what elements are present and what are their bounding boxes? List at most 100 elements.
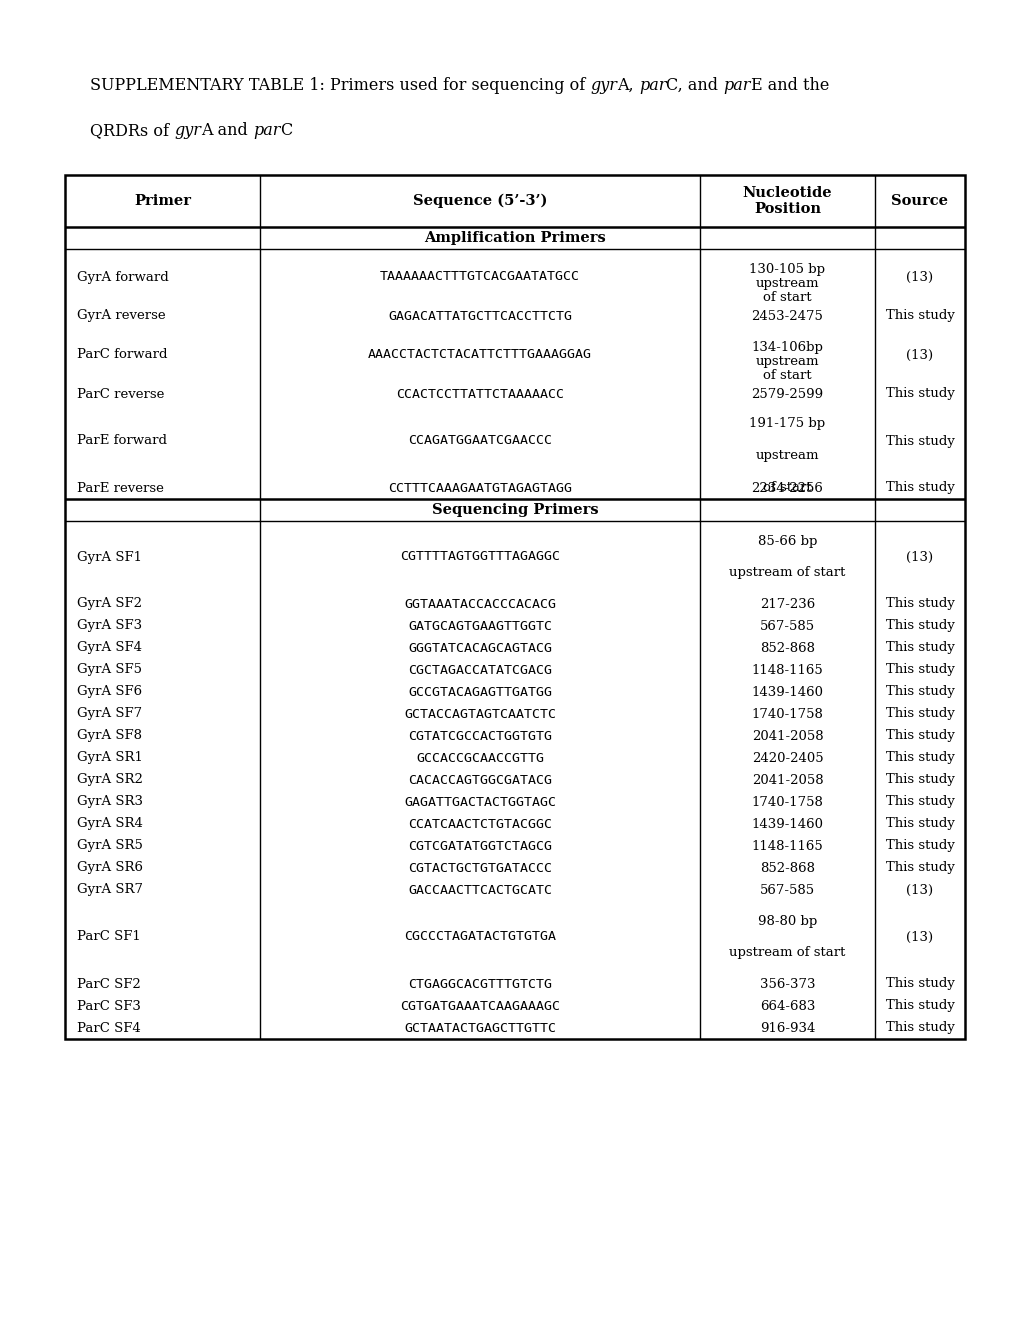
Text: par: par — [638, 77, 665, 94]
Text: GyrA SR3: GyrA SR3 — [76, 796, 143, 808]
Text: gyr: gyr — [174, 121, 201, 139]
Text: AAACCTACTCTACATTCTTTGAAAGGAG: AAACCTACTCTACATTCTTTGAAAGGAG — [368, 348, 591, 362]
Text: This study: This study — [884, 999, 954, 1012]
Text: (13): (13) — [906, 271, 932, 284]
Text: of start: of start — [762, 290, 811, 304]
Text: SUPPLEMENTARY TABLE 1: Primers used for sequencing of: SUPPLEMENTARY TABLE 1: Primers used for … — [90, 77, 590, 94]
Text: This study: This study — [884, 774, 954, 787]
Text: par: par — [722, 77, 750, 94]
Text: (13): (13) — [906, 883, 932, 896]
Text: GyrA SR1: GyrA SR1 — [76, 751, 143, 764]
Text: Source: Source — [891, 194, 948, 209]
Text: CCTTTCAAAGAATGTAGAGTAGG: CCTTTCAAAGAATGTAGAGTAGG — [387, 482, 572, 495]
Text: gyr: gyr — [590, 77, 616, 94]
Text: 217-236: 217-236 — [759, 598, 814, 610]
Text: This study: This study — [884, 309, 954, 322]
Text: GGTAAATACCACCCACACG: GGTAAATACCACCCACACG — [404, 598, 555, 610]
Text: 1439-1460: 1439-1460 — [751, 817, 822, 830]
Text: This study: This study — [884, 862, 954, 874]
Text: GAGACATTATGCTTCACCTTCTG: GAGACATTATGCTTCACCTTCTG — [387, 309, 572, 322]
Text: 567-585: 567-585 — [759, 883, 814, 896]
Text: GyrA SF5: GyrA SF5 — [76, 664, 142, 676]
Text: 664-683: 664-683 — [759, 999, 814, 1012]
Text: Position: Position — [753, 202, 820, 216]
Text: GyrA SR7: GyrA SR7 — [76, 883, 143, 896]
Bar — [65, 176, 964, 1039]
Text: Sequencing Primers: Sequencing Primers — [431, 503, 598, 517]
Text: GyrA SF8: GyrA SF8 — [76, 730, 142, 742]
Text: CCACTCCTTATTCTAAAAACC: CCACTCCTTATTCTAAAAACC — [395, 388, 564, 400]
Text: GCTACCAGTAGTCAATCTC: GCTACCAGTAGTCAATCTC — [404, 708, 555, 721]
Text: GCTAATACTGAGCTTGTTC: GCTAATACTGAGCTTGTTC — [404, 1022, 555, 1035]
Text: GGGTATCACAGCAGTACG: GGGTATCACAGCAGTACG — [408, 642, 551, 655]
Text: GyrA SF3: GyrA SF3 — [76, 619, 142, 632]
Text: This study: This study — [884, 482, 954, 495]
Text: CGTATCGCCACTGGTGTG: CGTATCGCCACTGGTGTG — [408, 730, 551, 742]
Text: C: C — [280, 121, 292, 139]
Text: 916-934: 916-934 — [759, 1022, 814, 1035]
Text: CGTGATGAAATCAAGAAAGC: CGTGATGAAATCAAGAAAGC — [399, 999, 559, 1012]
Text: upstream: upstream — [755, 449, 818, 462]
Text: GyrA SR4: GyrA SR4 — [76, 817, 143, 830]
Text: CGCCCTAGATACTGTGTGA: CGCCCTAGATACTGTGTGA — [404, 931, 555, 944]
Text: CGTACTGCTGTGATACCC: CGTACTGCTGTGATACCC — [408, 862, 551, 874]
Text: GyrA SF4: GyrA SF4 — [76, 642, 142, 655]
Text: upstream: upstream — [755, 277, 818, 290]
Text: GAGATTGACTACTGGTAGC: GAGATTGACTACTGGTAGC — [404, 796, 555, 808]
Text: This study: This study — [884, 619, 954, 632]
Text: ParC forward: ParC forward — [76, 348, 167, 362]
Text: ParC SF3: ParC SF3 — [76, 999, 141, 1012]
Text: of start: of start — [762, 370, 811, 381]
Text: GyrA SF6: GyrA SF6 — [76, 685, 142, 698]
Text: 2453-2475: 2453-2475 — [751, 309, 822, 322]
Text: GCCACCGCAACCGTTG: GCCACCGCAACCGTTG — [416, 751, 543, 764]
Text: upstream: upstream — [755, 355, 818, 368]
Text: 1439-1460: 1439-1460 — [751, 685, 822, 698]
Text: CTGAGGCACGTTTGTCTG: CTGAGGCACGTTTGTCTG — [408, 978, 551, 990]
Text: (13): (13) — [906, 931, 932, 944]
Text: GyrA SR6: GyrA SR6 — [76, 862, 143, 874]
Text: This study: This study — [884, 434, 954, 447]
Text: CGCTAGACCATATCGACG: CGCTAGACCATATCGACG — [408, 664, 551, 676]
Text: GACCAACTTCACTGCATC: GACCAACTTCACTGCATC — [408, 883, 551, 896]
Text: upstream of start: upstream of start — [729, 566, 845, 579]
Text: ParC SF2: ParC SF2 — [76, 978, 141, 990]
Text: This study: This study — [884, 751, 954, 764]
Text: This study: This study — [884, 664, 954, 676]
Text: ParC SF1: ParC SF1 — [76, 931, 141, 944]
Text: A,: A, — [616, 77, 638, 94]
Text: ParE reverse: ParE reverse — [76, 482, 164, 495]
Text: GyrA SR2: GyrA SR2 — [76, 774, 143, 787]
Text: CACACCAGTGGCGATACG: CACACCAGTGGCGATACG — [408, 774, 551, 787]
Text: This study: This study — [884, 708, 954, 721]
Text: 852-868: 852-868 — [759, 642, 814, 655]
Text: Nucleotide: Nucleotide — [742, 186, 832, 201]
Text: QRDRs of: QRDRs of — [90, 121, 174, 139]
Text: This study: This study — [884, 796, 954, 808]
Text: GyrA SF7: GyrA SF7 — [76, 708, 142, 721]
Text: 2420-2405: 2420-2405 — [751, 751, 822, 764]
Text: GATGCAGTGAAGTTGGTC: GATGCAGTGAAGTTGGTC — [408, 619, 551, 632]
Text: 2041-2058: 2041-2058 — [751, 774, 822, 787]
Text: 130-105 bp: 130-105 bp — [749, 263, 824, 276]
Text: 1148-1165: 1148-1165 — [751, 664, 822, 676]
Text: This study: This study — [884, 730, 954, 742]
Text: (13): (13) — [906, 550, 932, 564]
Text: CCATCAACTCTGTACGGC: CCATCAACTCTGTACGGC — [408, 817, 551, 830]
Text: par: par — [253, 121, 280, 139]
Text: CCAGATGGAATCGAACCC: CCAGATGGAATCGAACCC — [408, 434, 551, 447]
Text: ParE forward: ParE forward — [76, 434, 167, 447]
Text: GyrA SR5: GyrA SR5 — [76, 840, 143, 853]
Text: This study: This study — [884, 642, 954, 655]
Text: ParC reverse: ParC reverse — [76, 388, 164, 400]
Text: This study: This study — [884, 1022, 954, 1035]
Text: GyrA reverse: GyrA reverse — [76, 309, 165, 322]
Text: (13): (13) — [906, 348, 932, 362]
Text: 2234-2256: 2234-2256 — [751, 482, 822, 495]
Text: 85-66 bp: 85-66 bp — [757, 535, 816, 548]
Text: This study: This study — [884, 598, 954, 610]
Text: 356-373: 356-373 — [759, 978, 814, 990]
Text: This study: This study — [884, 840, 954, 853]
Text: This study: This study — [884, 817, 954, 830]
Text: ParC SF4: ParC SF4 — [76, 1022, 141, 1035]
